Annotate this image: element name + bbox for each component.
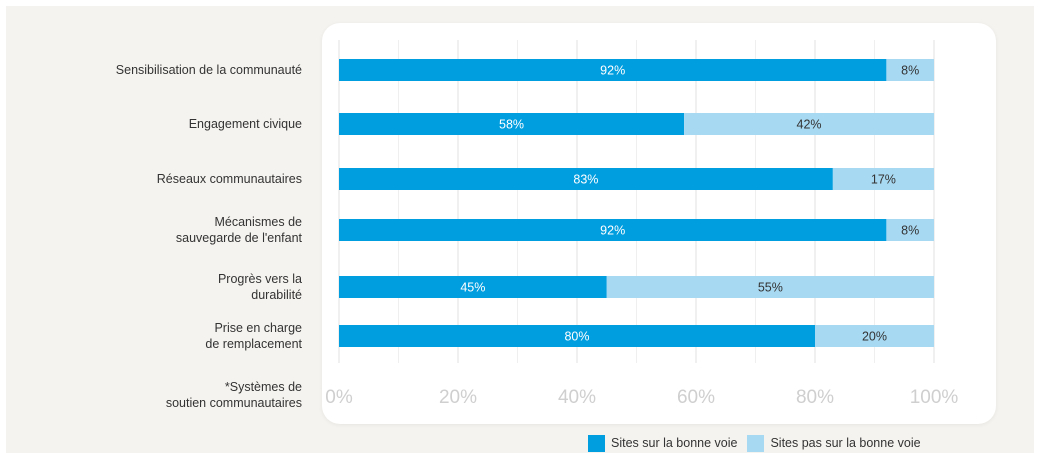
bar-on-track <box>339 325 815 347</box>
legend-item-off-track: Sites pas sur la bonne voie <box>747 434 921 452</box>
legend-item-on-track: Sites sur la bonne voie <box>588 434 738 452</box>
bar-off-track <box>886 219 934 241</box>
x-tick-label: 60% <box>677 387 715 408</box>
x-tick-label: 40% <box>558 387 596 408</box>
data-label-off-track: 8% <box>901 224 919 238</box>
bar-on-track <box>339 168 833 190</box>
bar-on-track <box>339 59 887 81</box>
data-label-on-track: 83% <box>573 173 598 187</box>
data-label-on-track: 92% <box>600 224 625 238</box>
bar-off-track <box>606 276 934 298</box>
bar-off-track <box>886 59 934 81</box>
bar-off-track <box>832 168 934 190</box>
bar-on-track <box>339 219 887 241</box>
category-label: *Systèmes de soutien communautaires <box>165 380 302 410</box>
category-label: Sensibilisation de la communauté <box>115 63 302 77</box>
x-tick-label: 0% <box>325 387 353 408</box>
category-label: Prise en charge de remplacement <box>205 321 302 351</box>
category-label: Progrès vers la durabilité <box>217 272 302 302</box>
data-label-off-track: 8% <box>901 64 919 78</box>
bar-off-track <box>815 325 934 347</box>
x-tick-label: 20% <box>439 387 477 408</box>
legend-label-off-track: Sites pas sur la bonne voie <box>770 436 921 450</box>
legend: Sites sur la bonne voie Sites pas sur la… <box>588 434 921 452</box>
bar-off-track <box>684 113 934 135</box>
legend-swatch-off-track <box>747 434 765 452</box>
category-label: Mécanismes de sauvegarde de l'enfant <box>175 215 302 245</box>
x-tick-label: 80% <box>796 387 834 408</box>
data-label-off-track: 55% <box>758 281 783 295</box>
data-label-on-track: 45% <box>460 281 485 295</box>
data-label-off-track: 17% <box>871 173 896 187</box>
data-label-on-track: 80% <box>564 330 589 344</box>
legend-label-on-track: Sites sur la bonne voie <box>611 436 738 450</box>
x-tick-label: 100% <box>910 387 959 408</box>
category-label: Réseaux communautaires <box>156 172 302 186</box>
data-label-off-track: 42% <box>797 118 822 132</box>
bar-on-track <box>339 276 607 298</box>
data-label-on-track: 58% <box>499 118 524 132</box>
data-label-on-track: 92% <box>600 64 625 78</box>
legend-swatch-on-track <box>588 434 605 452</box>
category-label: Engagement civique <box>188 117 302 131</box>
bar-on-track <box>339 113 685 135</box>
data-label-off-track: 20% <box>862 330 887 344</box>
